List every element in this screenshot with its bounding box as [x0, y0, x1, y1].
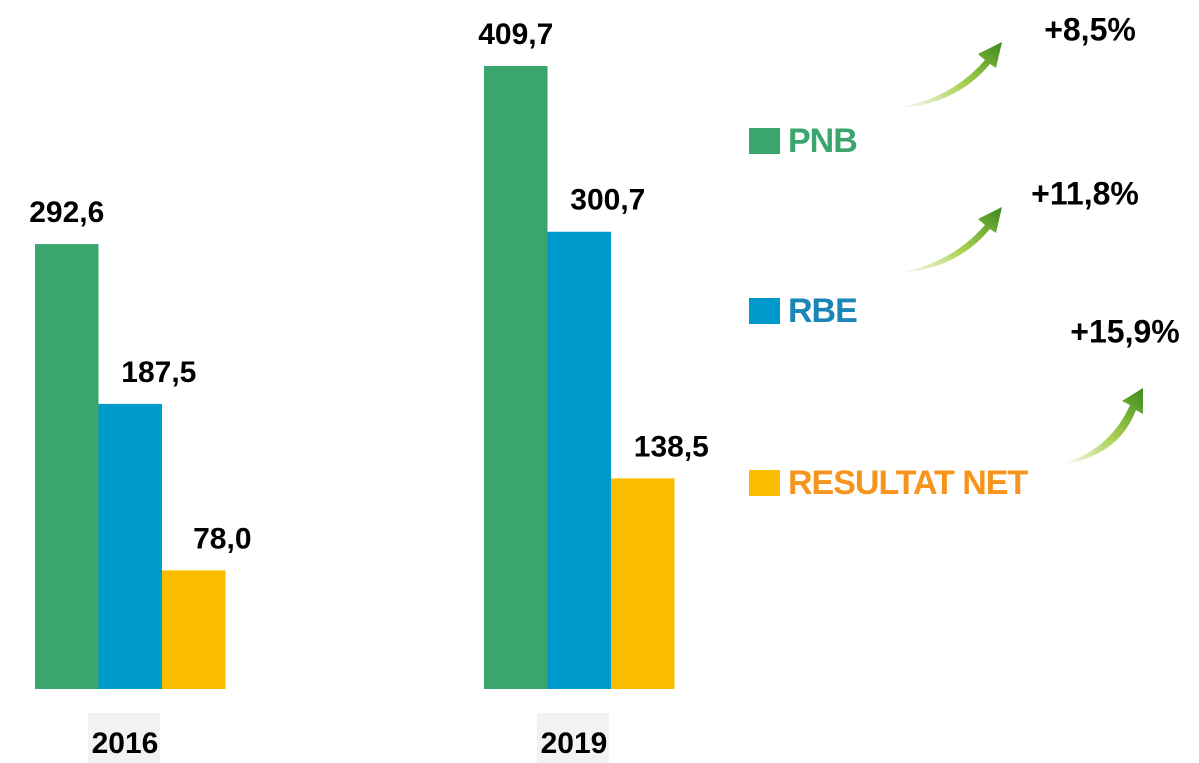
legend-swatch — [749, 298, 780, 324]
annotation: +15,9% — [1070, 313, 1179, 349]
arrow — [895, 42, 1002, 108]
bar — [162, 570, 226, 689]
category-bg — [537, 713, 609, 763]
data-label: 187,5 — [121, 356, 196, 389]
category-bg — [88, 713, 160, 763]
growth-arrows — [895, 42, 1143, 465]
legend-swatch — [749, 470, 780, 496]
data-label: 292,6 — [29, 196, 104, 229]
data-label: 409,7 — [478, 18, 553, 51]
x-tick-label: 2016 — [92, 727, 159, 760]
legend-label: RESULTAT NET — [788, 464, 1028, 502]
annotation: +8,5% — [1044, 11, 1136, 47]
data-label: 78,0 — [193, 522, 251, 555]
bar — [98, 403, 162, 689]
data-label: 300,7 — [570, 184, 645, 217]
bar — [35, 244, 99, 689]
bar — [484, 66, 548, 689]
legend-label: RBE — [788, 292, 857, 330]
annotation: +11,8% — [1031, 175, 1139, 211]
legend-swatch — [749, 128, 780, 154]
x-tick-label: 2019 — [541, 727, 608, 760]
legend-label: PNB — [788, 122, 857, 160]
arrow — [1060, 388, 1143, 465]
bar — [547, 231, 611, 689]
data-label: 138,5 — [634, 430, 709, 463]
arrow — [895, 207, 1002, 273]
bar — [611, 478, 675, 689]
